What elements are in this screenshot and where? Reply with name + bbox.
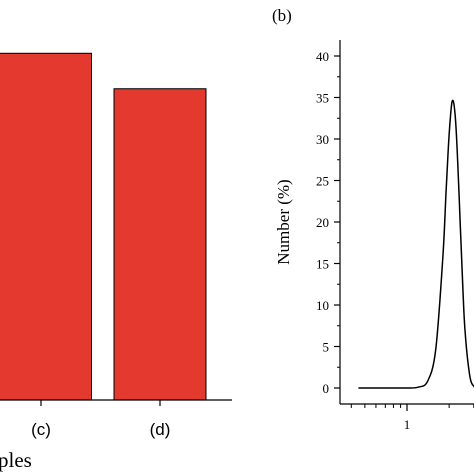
panel-a-x-axis-label: ples bbox=[0, 448, 32, 472]
panel-b-y-tick-label: 40 bbox=[316, 49, 329, 64]
panel-b-series-line bbox=[358, 99, 474, 389]
panel-a-bar-1 bbox=[113, 88, 207, 401]
panel-a-x-ticks bbox=[40, 400, 161, 406]
panel-a-bars bbox=[0, 52, 207, 401]
panel-b-y-tick-label: 15 bbox=[316, 257, 329, 272]
panel-b-y-tick-label: 30 bbox=[316, 132, 329, 147]
panel-b-y-tick-label: 20 bbox=[316, 215, 329, 230]
panel-b-y-tick-labels: 0 5 10 15 20 25 30 35 40 bbox=[316, 49, 329, 396]
panel-b-y-axis-label: Number (%) bbox=[274, 179, 293, 264]
panel-b-y-tick-label: 0 bbox=[323, 381, 330, 396]
panel-b-x-tick-labels: 1 bbox=[404, 417, 411, 432]
panel-a-x-tick-label: (c) bbox=[31, 420, 51, 439]
panel-a-x-tick-label: (d) bbox=[150, 420, 171, 439]
panel-b-title: (b) bbox=[272, 6, 292, 25]
panel-b: (b) 0 5 10 15 20 25 30 35 40 1 Number (%) bbox=[272, 6, 474, 432]
panel-b-y-tick-label: 10 bbox=[316, 298, 329, 313]
panel-b-y-tick-label: 5 bbox=[323, 340, 330, 355]
panel-b-y-tick-label: 35 bbox=[316, 91, 329, 106]
panel-a-x-tick-labels: (c) (d) bbox=[31, 420, 170, 439]
panel-b-x-ticks bbox=[350, 404, 474, 411]
panel-a-bar-0 bbox=[0, 52, 92, 401]
panel-b-y-tick-label: 25 bbox=[316, 174, 329, 189]
panel-a: (c) (d) ples bbox=[0, 52, 232, 472]
panel-b-x-tick-label: 1 bbox=[404, 417, 411, 432]
panel-b-y-ticks bbox=[334, 55, 340, 389]
